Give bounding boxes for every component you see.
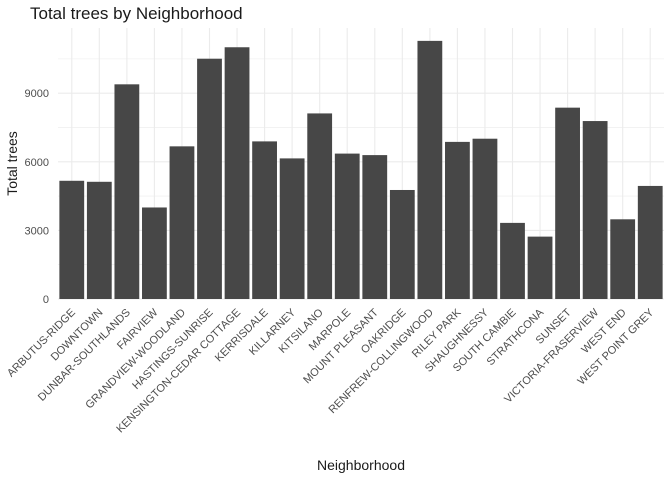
bar	[169, 146, 195, 299]
y-tick-label: 0	[43, 294, 49, 306]
bar	[417, 40, 443, 299]
chart-title: Total trees by Neighborhood	[30, 4, 243, 23]
bar	[142, 207, 167, 299]
bar	[527, 236, 553, 299]
bar	[307, 113, 333, 299]
y-tick-label: 6000	[25, 157, 49, 169]
bar	[362, 155, 388, 299]
bar	[582, 121, 608, 299]
bar	[86, 181, 112, 299]
bar	[59, 180, 85, 299]
bars	[59, 40, 663, 300]
bar	[334, 153, 360, 299]
bar	[472, 138, 498, 299]
bar	[500, 222, 525, 299]
bar	[389, 189, 415, 299]
y-tick-label: 9000	[25, 88, 49, 100]
bar	[252, 141, 277, 299]
bar	[197, 58, 222, 299]
bar	[637, 185, 663, 299]
bar	[445, 141, 470, 299]
y-tick-label: 3000	[25, 225, 49, 237]
bar	[224, 47, 250, 300]
bar	[555, 107, 580, 300]
y-axis-label: Total trees	[4, 131, 20, 196]
bar	[610, 219, 636, 299]
y-axis-ticks: 0 3000 6000 9000	[25, 88, 49, 306]
bar	[114, 84, 140, 299]
bar	[279, 158, 305, 299]
x-axis-label: Neighborhood	[317, 457, 405, 473]
x-axis-ticks: ARBUTUS-RIDGEDOWNTOWNDUNBAR-SOUTHLANDSFA…	[5, 306, 657, 435]
